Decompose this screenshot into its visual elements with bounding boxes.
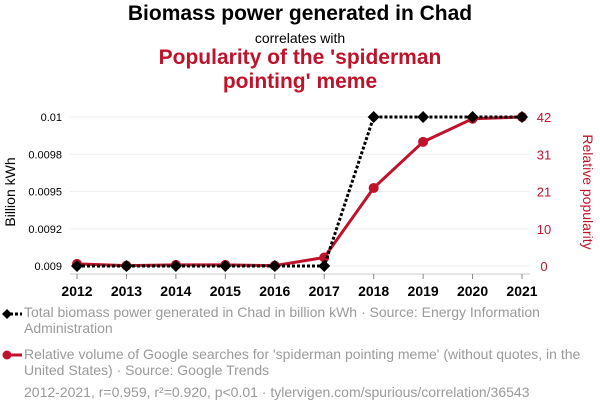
legend-diamond-icon	[2, 309, 12, 319]
x-tick-label: 2020	[457, 283, 488, 299]
x-tick-label: 2019	[408, 283, 439, 299]
y-tick-label: 0.0095	[28, 187, 62, 199]
y2-axis-label: Relative popularity	[580, 134, 596, 249]
legend-text: Relative volume of Google searches for '…	[24, 346, 581, 378]
y-tick-label: 0.01	[41, 112, 62, 124]
data-point-biomass	[71, 260, 83, 272]
y-axis-label: Billion kWh	[2, 157, 18, 226]
x-tick-label: 2018	[358, 283, 389, 299]
x-tick-label: 2013	[111, 283, 142, 299]
data-point-biomass	[169, 260, 182, 272]
x-tick-label: 2016	[259, 283, 290, 299]
legend-circle-icon	[2, 350, 12, 360]
chart-title: Biomass power generated in Chad	[127, 2, 473, 25]
legend-item-meme: Relative volume of Google searches for '…	[24, 346, 584, 378]
data-point-biomass	[268, 260, 281, 272]
data-point-biomass	[466, 111, 479, 123]
y2-tick-label: 10	[537, 222, 551, 237]
footer: 2012-2021, r=0.959, r²=0.920, p<0.01 · t…	[24, 384, 530, 400]
x-tick-label: 2014	[160, 283, 191, 299]
chart-title-2: Popularity of the 'spiderman pointing' m…	[158, 46, 442, 93]
x-tick-label: 2012	[61, 283, 92, 299]
data-point-biomass	[417, 111, 430, 123]
data-point-meme	[319, 252, 330, 263]
x-tick-label: 2021	[506, 283, 537, 299]
x-tick-label: 2017	[309, 283, 340, 299]
data-point-biomass	[516, 111, 528, 123]
data-point-biomass	[219, 260, 232, 272]
y-tick-label: 0.0092	[28, 224, 62, 236]
data-point-meme	[418, 136, 429, 147]
chart-subtitle: correlates with	[254, 30, 346, 46]
series-line-meme	[76, 115, 523, 268]
y2-tick-label: 21	[537, 185, 551, 200]
data-point-meme	[368, 182, 379, 193]
data-point-biomass	[318, 260, 331, 272]
x-tick-label: 2015	[210, 283, 241, 299]
data-point-biomass	[120, 260, 133, 272]
y2-tick-label: 31	[537, 147, 551, 162]
legend-text: Total biomass power generated in Chad in…	[24, 304, 540, 336]
legend-item-biomass: Total biomass power generated in Chad in…	[24, 304, 584, 336]
y2-tick-label: 42	[537, 110, 551, 125]
series-line-biomass	[77, 115, 522, 268]
y-tick-label: 0.0098	[28, 149, 62, 161]
data-point-biomass	[367, 111, 380, 123]
y2-tick-label: 0	[540, 259, 547, 274]
y-tick-label: 0.009	[34, 261, 62, 273]
